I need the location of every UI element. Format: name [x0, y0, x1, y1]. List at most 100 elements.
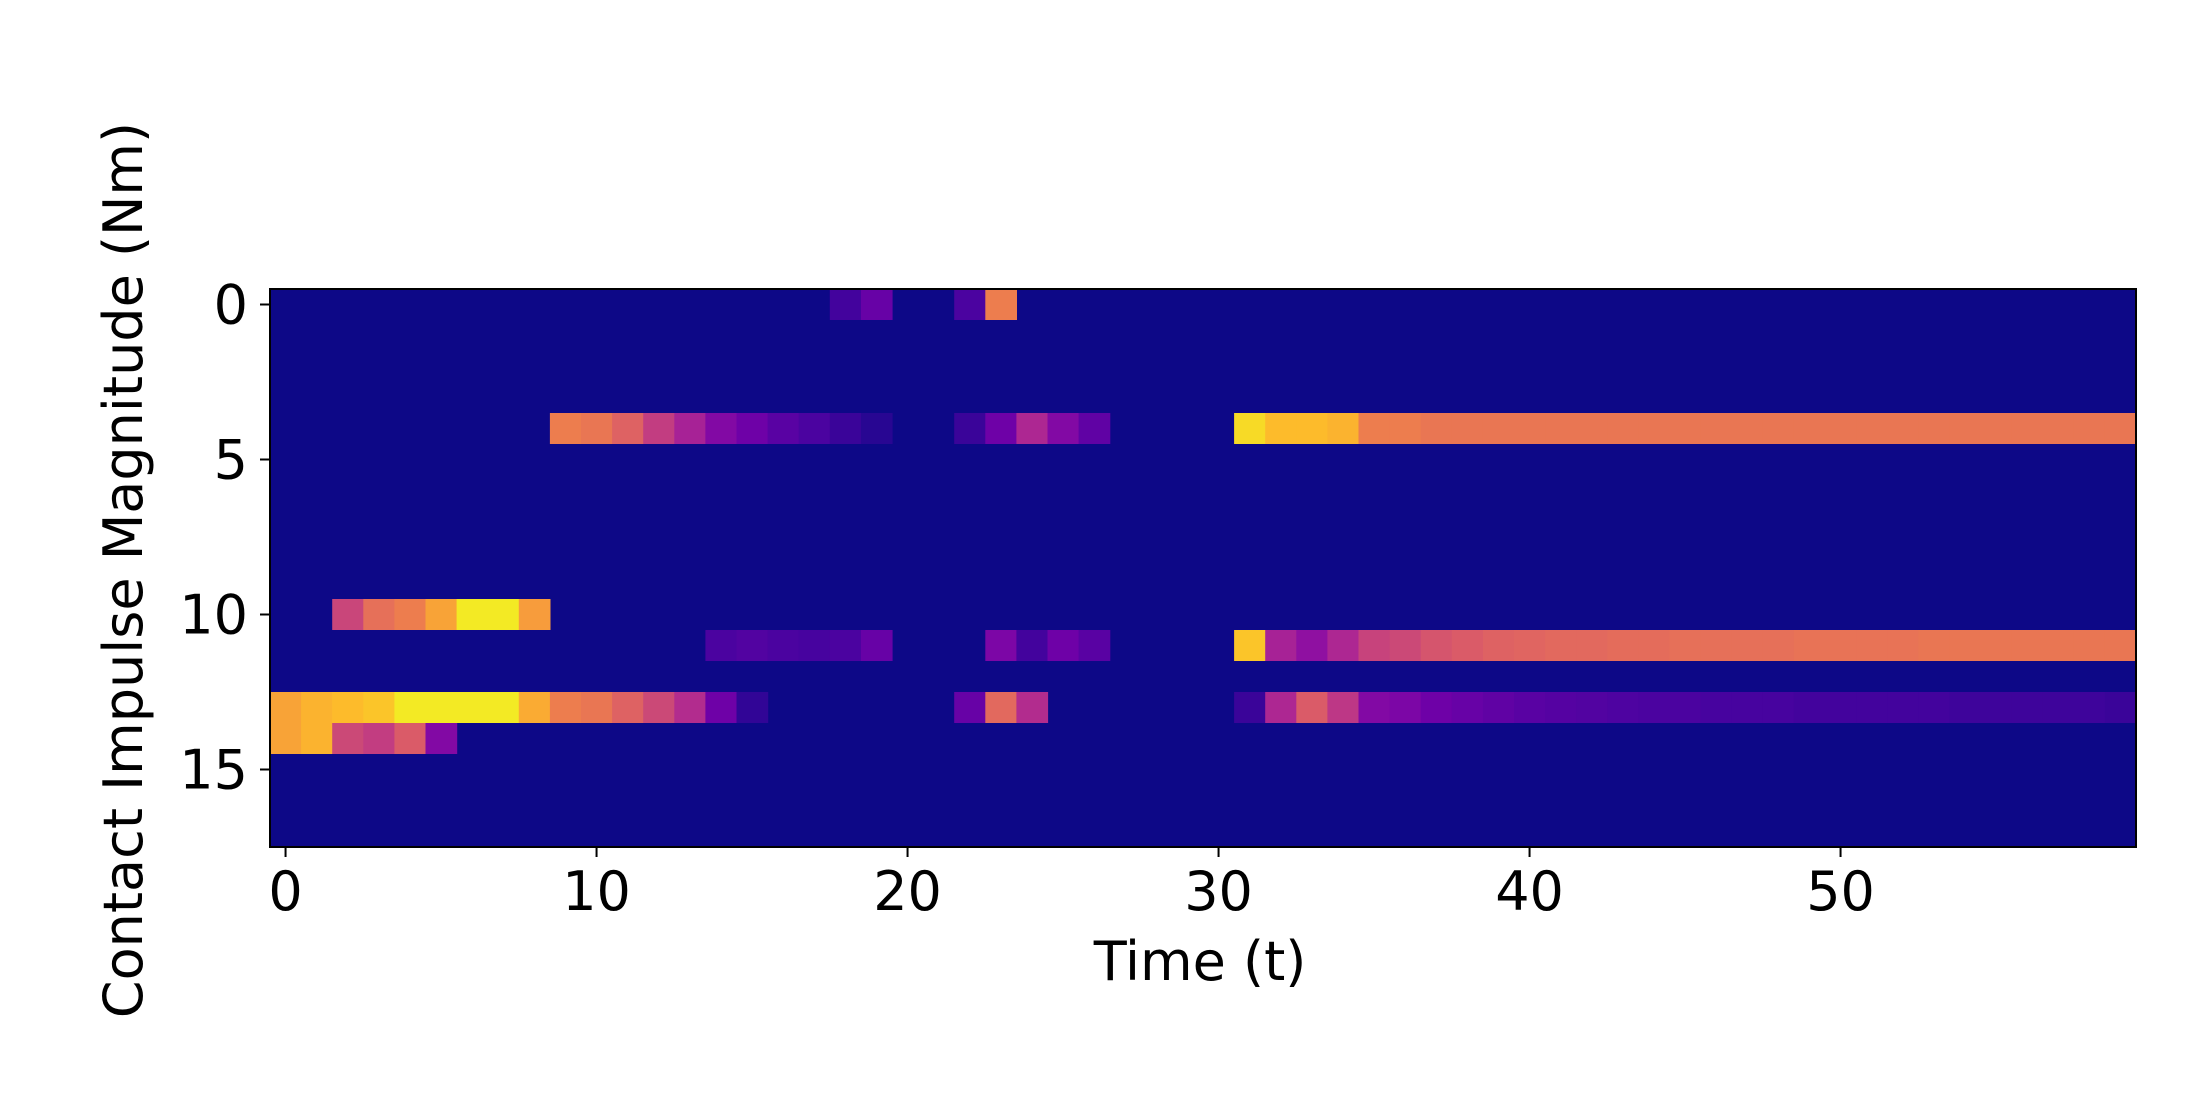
heatmap-cell: [798, 413, 831, 444]
heatmap-cell: [1607, 692, 1639, 723]
heatmap-cell: [2073, 413, 2106, 444]
heatmap-cell: [1420, 630, 1453, 661]
heatmap-cell: [612, 413, 644, 444]
heatmap-cell: [1607, 630, 1639, 661]
heatmap-cell: [1576, 413, 1608, 444]
x-tick-label: 10: [562, 860, 631, 923]
heatmap-cell: [1918, 692, 1950, 723]
heatmap-cell: [1482, 630, 1515, 661]
heatmap-cell: [1078, 413, 1111, 444]
heatmap-cell: [2011, 413, 2044, 444]
heatmap-cell: [456, 599, 489, 630]
heatmap-cell: [1762, 413, 1795, 444]
heatmap-cell: [1296, 413, 1328, 444]
heatmap-cell: [1389, 630, 1422, 661]
heatmap-cell: [1887, 413, 1919, 444]
heatmap-cell: [860, 289, 893, 320]
heatmap-cell: [985, 289, 1017, 320]
heatmap-cell: [1918, 413, 1950, 444]
heatmap-cell: [767, 413, 800, 444]
heatmap-cell: [1545, 413, 1577, 444]
x-tick-label: 20: [873, 860, 942, 923]
heatmap-cell: [394, 692, 427, 723]
heatmap-cell: [1669, 413, 1702, 444]
heatmap-cell: [1949, 630, 1982, 661]
heatmap-cell: [1078, 630, 1111, 661]
heatmap-cell: [394, 723, 427, 754]
heatmap-cell: [1638, 413, 1671, 444]
heatmap-cell: [1296, 630, 1328, 661]
heatmap-cell: [1265, 630, 1297, 661]
heatmap-cell: [394, 599, 427, 630]
heatmap-cell: [1980, 630, 2013, 661]
heatmap-cell: [1016, 692, 1049, 723]
heatmap-cell: [954, 692, 986, 723]
heatmap-cell: [1669, 692, 1702, 723]
heatmap-cell: [518, 692, 551, 723]
heatmap-cell: [829, 289, 862, 320]
heatmap-cell: [1545, 630, 1577, 661]
heatmap-cell: [1731, 692, 1764, 723]
heatmap-cell: [270, 723, 302, 754]
heatmap-cell: [1949, 692, 1982, 723]
heatmap-background: [270, 289, 2136, 847]
heatmap-cell: [332, 723, 364, 754]
heatmap-cell: [2073, 692, 2106, 723]
heatmap-cell: [581, 413, 613, 444]
heatmap-cell: [301, 723, 333, 754]
x-axis-label: Time (t): [1093, 930, 1307, 993]
heatmap-cell: [332, 599, 364, 630]
heatmap-cell: [1358, 413, 1391, 444]
heatmap-cell: [705, 630, 738, 661]
heatmap-cell: [829, 630, 862, 661]
heatmap-cell: [1389, 413, 1422, 444]
heatmap-cell: [425, 599, 458, 630]
heatmap-cell: [1887, 630, 1919, 661]
heatmap-cell: [1918, 630, 1950, 661]
heatmap-cell: [1731, 630, 1764, 661]
heatmap-cell: [1296, 692, 1328, 723]
heatmap-cell: [705, 692, 738, 723]
heatmap-cell: [1482, 692, 1515, 723]
x-tick-label: 50: [1806, 860, 1875, 923]
heatmap-cell: [1234, 692, 1266, 723]
heatmap-cell: [1793, 413, 1826, 444]
heatmap-cell: [1451, 630, 1484, 661]
x-tick-label: 30: [1184, 860, 1253, 923]
y-axis-label: Contact Impulse Magnitude (Nm): [92, 122, 155, 1018]
heatmap-cells: [270, 289, 2137, 847]
heatmap-cell: [2104, 692, 2137, 723]
heatmap-cell: [2073, 630, 2106, 661]
x-tick-label: 0: [268, 860, 302, 923]
heatmap-cell: [1762, 630, 1795, 661]
heatmap-cell: [1420, 692, 1453, 723]
heatmap-cell: [1265, 413, 1297, 444]
heatmap-cell: [736, 692, 769, 723]
heatmap-cell: [1700, 413, 1733, 444]
heatmap-cell: [1980, 413, 2013, 444]
heatmap-cell: [363, 723, 395, 754]
heatmap-cell: [643, 692, 675, 723]
heatmap-cell: [1451, 413, 1484, 444]
heatmap-cell: [1607, 413, 1639, 444]
heatmap-cell: [301, 692, 333, 723]
plot-border: [269, 288, 2137, 848]
heatmap-cell: [2042, 413, 2075, 444]
heatmap-cell: [1482, 413, 1515, 444]
heatmap-cell: [860, 630, 893, 661]
heatmap-cell: [2104, 630, 2137, 661]
heatmap-cell: [363, 599, 395, 630]
heatmap-cell: [1576, 630, 1608, 661]
heatmap-cell: [1638, 630, 1671, 661]
heatmap-cell: [1731, 413, 1764, 444]
heatmap-cell: [1576, 692, 1608, 723]
heatmap-cell: [549, 413, 582, 444]
plot-frame: [269, 288, 2137, 848]
heatmap-cell: [1327, 413, 1360, 444]
heatmap-cell: [2011, 630, 2044, 661]
heatmap-cell: [1793, 692, 1826, 723]
heatmap-cell: [954, 413, 986, 444]
heatmap-cell: [1047, 413, 1080, 444]
heatmap-cell: [705, 413, 738, 444]
